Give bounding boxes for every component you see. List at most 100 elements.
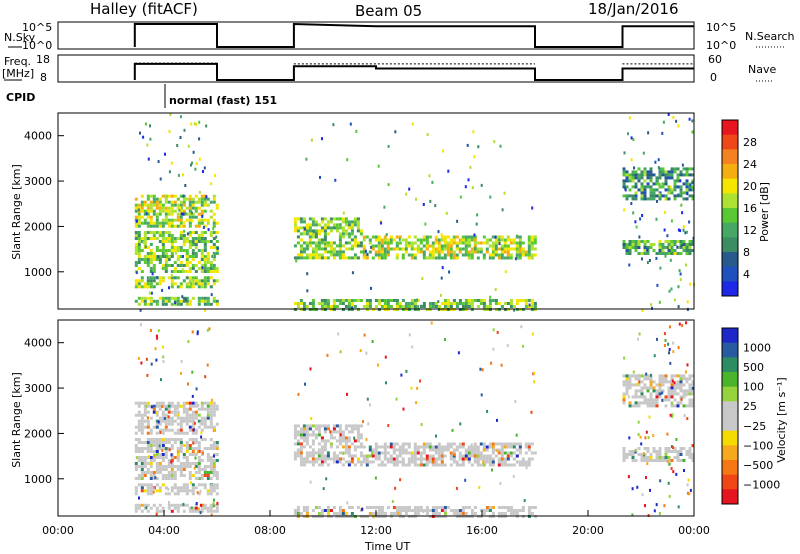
heatmap-cell bbox=[302, 302, 306, 305]
heatmap-cell bbox=[341, 226, 345, 230]
heatmap-cell bbox=[209, 404, 213, 408]
heatmap-cell bbox=[663, 332, 666, 336]
heatmap-cell bbox=[140, 447, 144, 450]
heatmap-cell bbox=[410, 305, 414, 308]
heatmap-cell bbox=[311, 223, 315, 227]
heatmap-cell bbox=[146, 264, 150, 267]
heatmap-cell bbox=[314, 436, 318, 440]
heatmap-cell bbox=[332, 250, 336, 254]
heatmap-cell bbox=[191, 296, 195, 300]
colorbar-swatch bbox=[722, 401, 738, 417]
heatmap-cell bbox=[654, 160, 657, 164]
heatmap-cell bbox=[634, 191, 638, 195]
heatmap-cell bbox=[338, 232, 342, 236]
heatmap-cell bbox=[643, 386, 647, 390]
heatmap-cell bbox=[164, 468, 168, 471]
heatmap-cell bbox=[413, 460, 417, 464]
heatmap-cell bbox=[443, 445, 447, 449]
heatmap-cell bbox=[299, 436, 303, 440]
heatmap-cell bbox=[679, 272, 682, 276]
heatmap-cell bbox=[302, 220, 306, 224]
heatmap-cell bbox=[185, 240, 189, 243]
heatmap-cell bbox=[164, 252, 168, 255]
heatmap-cell bbox=[164, 221, 168, 225]
heatmap-cell bbox=[455, 241, 459, 245]
heatmap-cell bbox=[311, 241, 315, 245]
heatmap-cell bbox=[161, 441, 165, 444]
heatmap-cell bbox=[489, 195, 492, 199]
heatmap-cell bbox=[152, 474, 156, 477]
heatmap-cell bbox=[194, 276, 198, 280]
heatmap-cell bbox=[210, 398, 213, 402]
heatmap-cell bbox=[366, 252, 369, 256]
heatmap-cell bbox=[152, 264, 156, 267]
heatmap-cell bbox=[335, 454, 339, 458]
heatmap-cell bbox=[326, 232, 330, 236]
heatmap-cell bbox=[347, 445, 351, 449]
heatmap-cell bbox=[320, 457, 324, 461]
heatmap-cell bbox=[500, 363, 503, 367]
heatmap-cell bbox=[314, 229, 318, 233]
heatmap-cell bbox=[152, 444, 156, 447]
heatmap-cell bbox=[509, 451, 513, 455]
heatmap-cell bbox=[311, 299, 315, 302]
heatmap-cell bbox=[464, 506, 468, 509]
heatmap-cell bbox=[649, 188, 653, 192]
heatmap-cell bbox=[145, 404, 148, 408]
heatmap-cell bbox=[664, 179, 668, 183]
heatmap-cell bbox=[365, 506, 369, 509]
heatmap-cell bbox=[631, 513, 634, 517]
colorbar-frame bbox=[721, 327, 739, 505]
heatmap-cell bbox=[149, 438, 153, 441]
heatmap-cell bbox=[164, 240, 168, 243]
heatmap-cell bbox=[489, 458, 492, 462]
heatmap-cell bbox=[320, 302, 324, 305]
heatmap-cell bbox=[353, 256, 357, 260]
heatmap-cell bbox=[470, 443, 473, 447]
heatmap-cell bbox=[652, 197, 656, 201]
heatmap-cell bbox=[197, 221, 201, 225]
heatmap-cell bbox=[473, 238, 477, 242]
heatmap-cell bbox=[627, 132, 629, 136]
heatmap-cell bbox=[182, 234, 186, 237]
heatmap-cell bbox=[392, 445, 396, 449]
heatmap-cell bbox=[209, 270, 213, 273]
heatmap-cell bbox=[528, 303, 531, 307]
heatmap-cell bbox=[149, 258, 153, 261]
heatmap-cell bbox=[392, 457, 396, 461]
heatmap-cell bbox=[646, 261, 649, 265]
colorbar-tick-label: −25 bbox=[743, 420, 766, 433]
heatmap-cell bbox=[190, 122, 193, 126]
heatmap-cell bbox=[143, 471, 147, 474]
heatmap-cell bbox=[209, 416, 213, 420]
heatmap-cell bbox=[317, 302, 321, 305]
heatmap-cell bbox=[191, 404, 195, 408]
heatmap-cell bbox=[452, 460, 456, 464]
heatmap-cell bbox=[504, 270, 507, 274]
heatmap-cell bbox=[157, 420, 160, 424]
heatmap-cell bbox=[188, 401, 192, 405]
heatmap-cell bbox=[422, 448, 426, 452]
heatmap-cell bbox=[158, 234, 162, 237]
heatmap-cell bbox=[404, 250, 408, 254]
heatmap-cell bbox=[155, 334, 158, 338]
heatmap-cell bbox=[391, 500, 394, 503]
heatmap-cell bbox=[368, 506, 372, 509]
heatmap-cell bbox=[485, 448, 489, 452]
heatmap-cell bbox=[198, 157, 201, 161]
heatmap-cell bbox=[155, 200, 159, 204]
heatmap-cell bbox=[498, 242, 501, 246]
heatmap-cell bbox=[458, 442, 462, 446]
heatmap-cell bbox=[625, 246, 629, 249]
heatmap-cell bbox=[176, 264, 180, 267]
heatmap-cell bbox=[440, 247, 444, 251]
heatmap-cell bbox=[649, 194, 653, 198]
heatmap-cell bbox=[500, 253, 504, 257]
heatmap-cell bbox=[173, 282, 177, 286]
heatmap-cell bbox=[461, 238, 465, 242]
heatmap-cell bbox=[667, 447, 671, 450]
heatmap-cell bbox=[191, 237, 195, 240]
heatmap-cell bbox=[158, 422, 162, 426]
heatmap-cell bbox=[167, 212, 171, 216]
heatmap-cell bbox=[152, 221, 156, 225]
